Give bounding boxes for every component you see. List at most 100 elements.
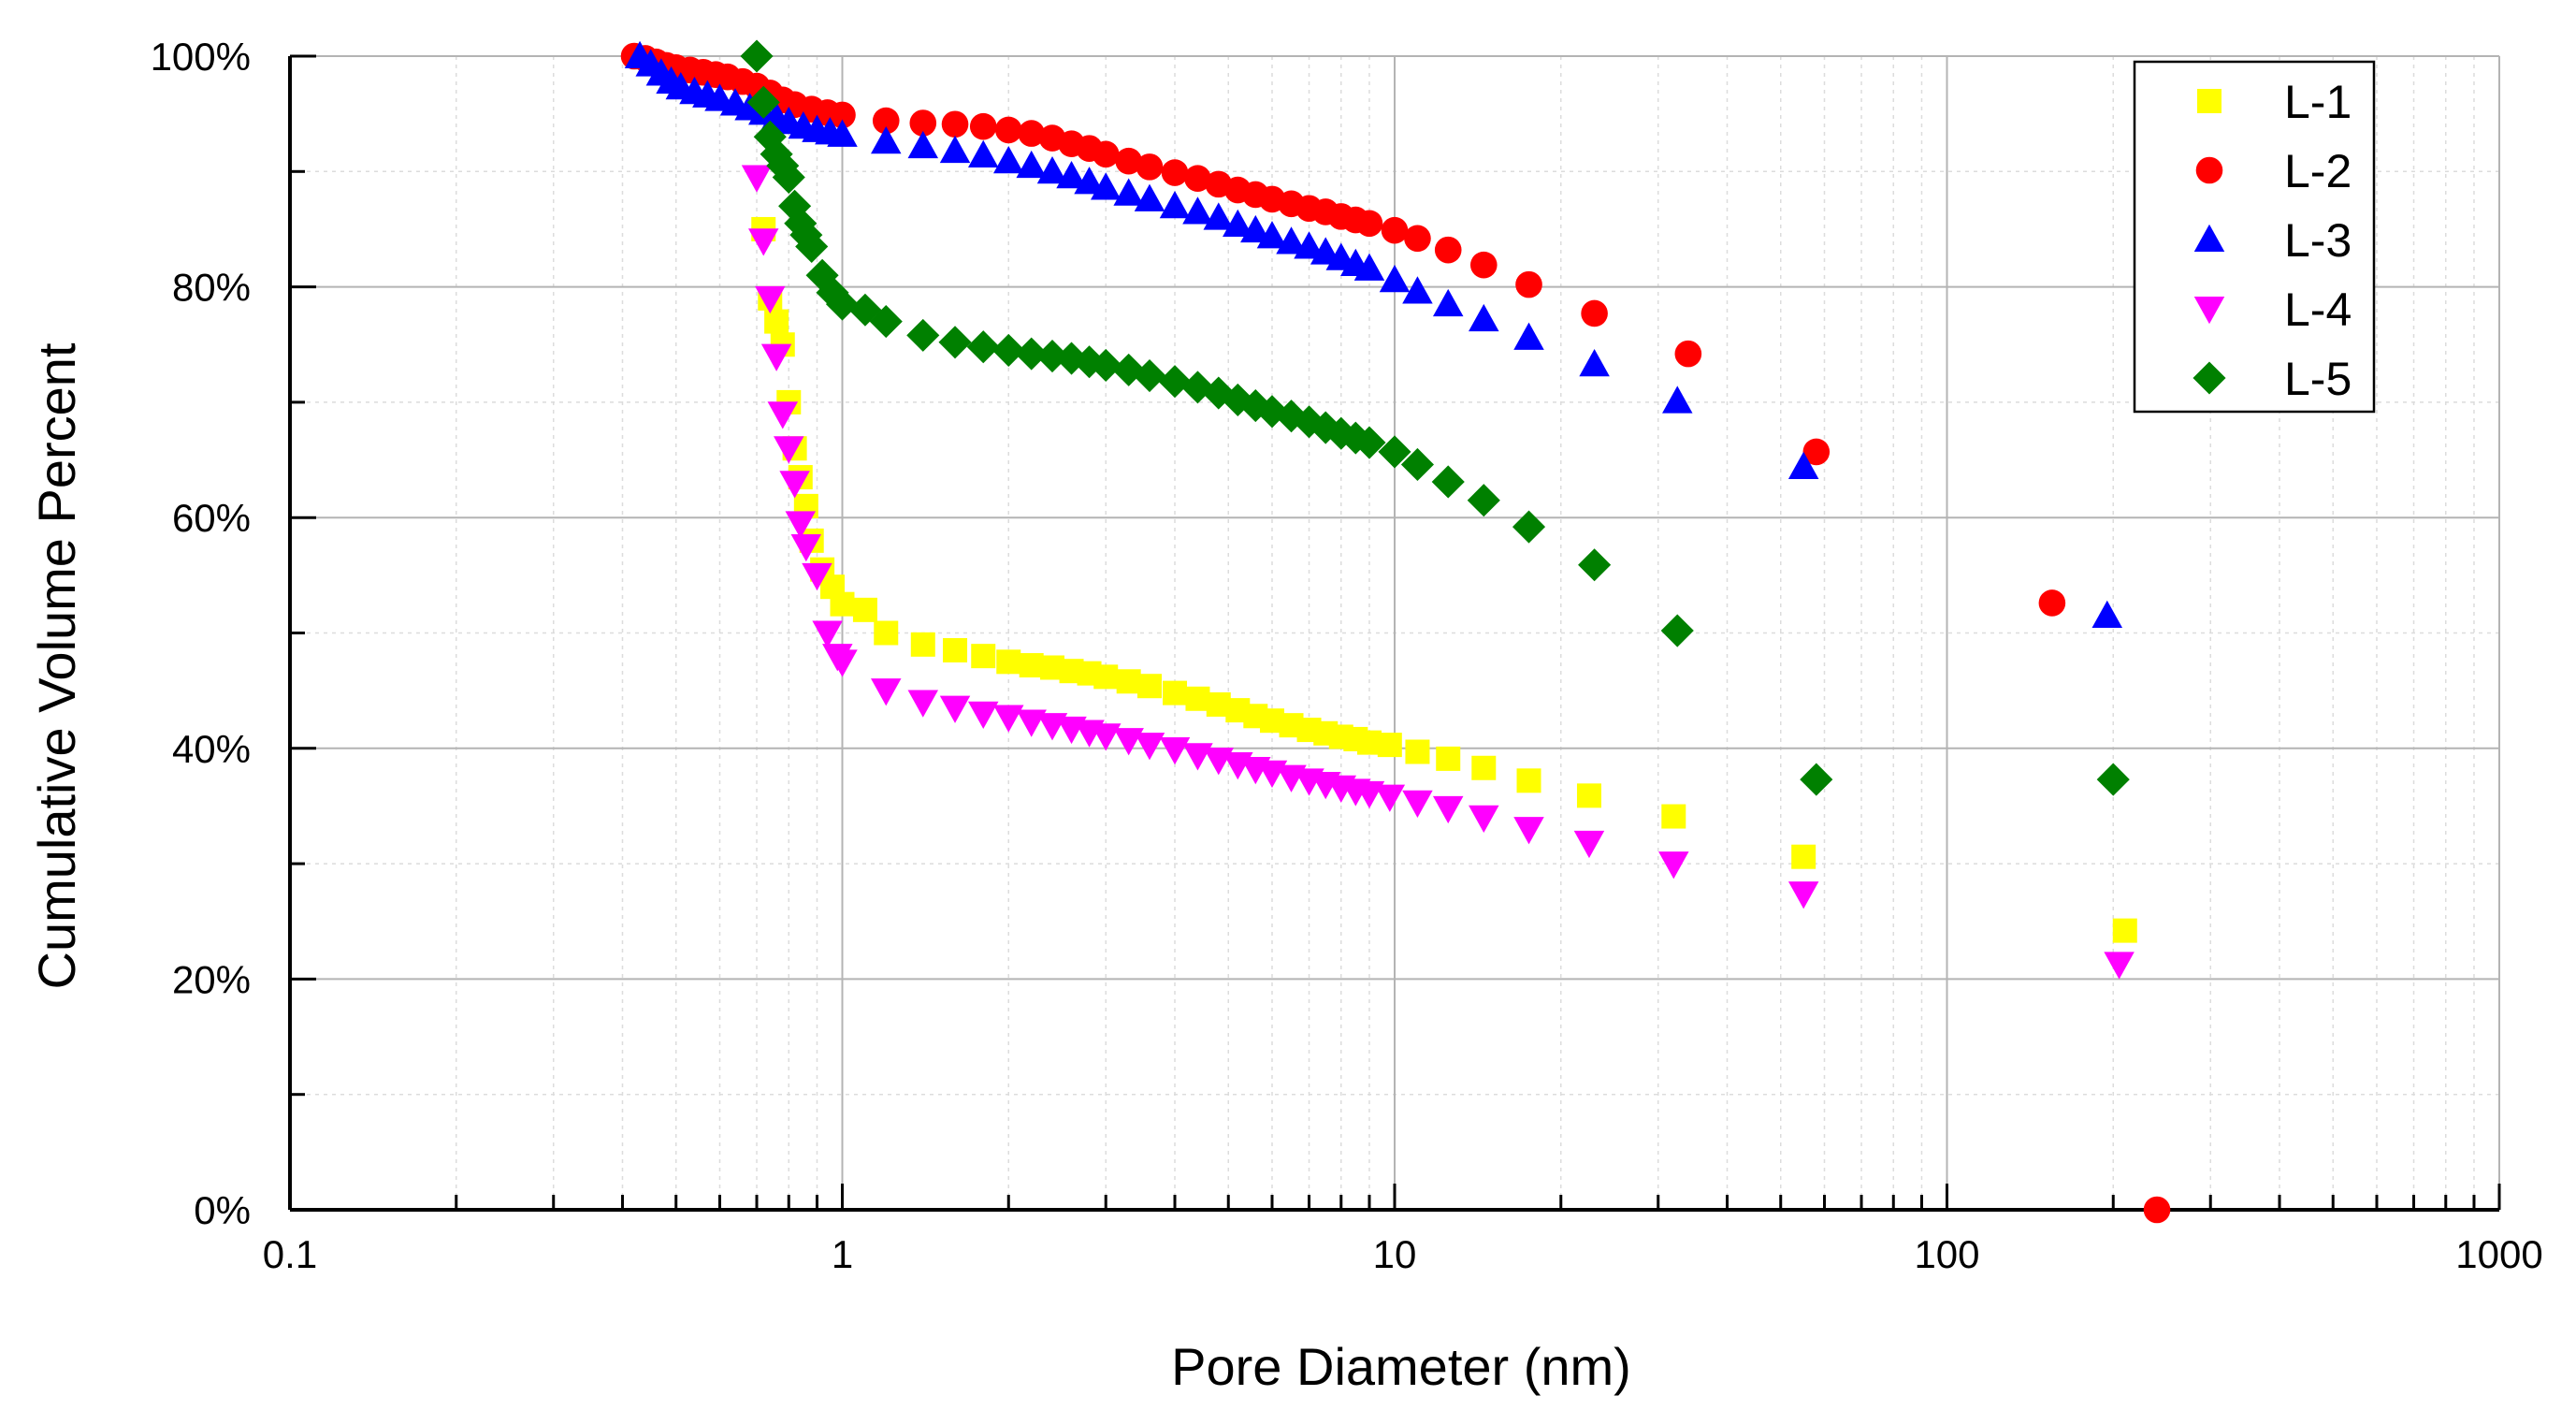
- data-point-l-3: [1579, 348, 1610, 377]
- series-l-5: [740, 39, 2130, 796]
- data-point-l-1: [1377, 733, 1402, 758]
- data-point-l-2: [829, 101, 856, 129]
- data-point-l-3: [1787, 451, 1819, 479]
- y-tick-label: 60%: [172, 496, 251, 540]
- data-point-l-3: [1432, 288, 1464, 317]
- legend-label-l-3: L-3: [2284, 214, 2352, 267]
- x-axis-title: Pore Diameter (nm): [1171, 1337, 1631, 1396]
- data-point-l-5: [1158, 365, 1192, 399]
- data-marks: [620, 39, 2171, 1224]
- legend-box: [2133, 60, 2376, 414]
- data-point-l-1: [852, 597, 877, 622]
- x-tick-label: 0.1: [263, 1232, 317, 1276]
- data-point-l-2: [1581, 299, 1608, 327]
- data-point-l-4: [871, 678, 902, 706]
- x-tick-label: 1000: [2455, 1232, 2542, 1276]
- data-point-l-5: [1660, 614, 1694, 647]
- data-point-l-3: [1090, 172, 1122, 200]
- y-tick-label: 20%: [172, 957, 251, 1001]
- data-point-l-3: [1074, 167, 1105, 195]
- data-point-l-2: [1092, 140, 1120, 168]
- data-point-l-5: [1015, 337, 1049, 371]
- data-point-l-5: [1292, 405, 1326, 439]
- data-point-l-2: [1161, 159, 1189, 186]
- data-point-l-3: [1159, 191, 1191, 219]
- data-point-l-1: [764, 309, 789, 334]
- data-point-l-4: [827, 649, 858, 677]
- data-point-l-2: [941, 110, 969, 138]
- data-point-l-5: [1467, 484, 1500, 517]
- data-point-l-4: [1573, 830, 1605, 859]
- data-point-l-5: [1089, 348, 1122, 382]
- data-point-l-1: [1356, 730, 1382, 755]
- data-point-l-2: [872, 107, 900, 135]
- data-point-l-3: [1113, 178, 1144, 206]
- data-point-l-1: [1791, 844, 1816, 869]
- data-point-l-4: [1374, 784, 1406, 812]
- data-point-l-1: [1576, 783, 1601, 808]
- data-point-l-3: [993, 145, 1024, 174]
- data-point-l-3: [1402, 276, 1433, 304]
- x-tick-label: 1: [832, 1232, 853, 1276]
- legend-marker-l-5: [2192, 361, 2226, 395]
- data-point-l-2: [2143, 1196, 2171, 1224]
- data-point-l-5: [772, 160, 805, 195]
- x-tick-label: 100: [1914, 1232, 1979, 1276]
- data-point-l-4: [1432, 795, 1464, 824]
- data-point-l-4: [1182, 743, 1213, 771]
- data-point-l-3: [1353, 253, 1385, 281]
- series-l-1: [751, 216, 2137, 943]
- data-point-l-4: [785, 511, 817, 539]
- data-point-l-1: [1116, 669, 1141, 694]
- data-point-l-2: [1136, 153, 1164, 181]
- data-point-l-4: [748, 228, 779, 256]
- data-point-l-5: [805, 258, 839, 292]
- data-point-l-1: [1185, 686, 1210, 711]
- data-point-l-3: [1223, 209, 1253, 238]
- data-point-l-5: [746, 85, 780, 119]
- data-point-l-4: [802, 562, 832, 591]
- data-point-l-4: [779, 471, 810, 499]
- data-point-l-3: [2091, 600, 2123, 629]
- data-point-l-2: [2038, 589, 2066, 617]
- data-point-l-2: [909, 109, 937, 137]
- data-point-l-4: [907, 690, 939, 718]
- data-point-l-4: [993, 705, 1024, 733]
- data-point-l-1: [1136, 674, 1162, 699]
- legend-marker-l-2: [2195, 156, 2223, 184]
- data-point-l-5: [869, 305, 903, 339]
- data-point-l-4: [939, 695, 971, 723]
- data-point-l-2: [1802, 438, 1831, 466]
- data-point-l-2: [1184, 165, 1211, 192]
- data-point-l-2: [969, 112, 997, 140]
- data-point-l-4: [1469, 805, 1499, 834]
- data-point-l-4: [1787, 881, 1819, 909]
- data-point-l-5: [1054, 342, 1089, 375]
- data-point-l-3: [1469, 303, 1499, 332]
- data-point-l-3: [939, 135, 971, 164]
- data-point-l-5: [1431, 465, 1465, 499]
- data-point-l-1: [1471, 755, 1497, 780]
- data-point-l-1: [1019, 653, 1044, 678]
- y-tick-label: 40%: [172, 727, 251, 771]
- data-point-l-1: [943, 637, 968, 662]
- data-point-l-1: [1093, 664, 1119, 690]
- data-point-l-3: [1134, 183, 1165, 211]
- data-point-l-3: [1182, 196, 1213, 225]
- data-point-l-2: [1018, 120, 1046, 147]
- data-point-l-1: [830, 591, 855, 617]
- data-point-l-2: [1434, 236, 1462, 264]
- data-point-l-1: [2112, 918, 2137, 943]
- data-point-l-4: [755, 285, 786, 314]
- data-point-l-3: [1056, 160, 1087, 189]
- legend-marker-l-3: [2193, 224, 2225, 252]
- data-point-l-2: [1115, 147, 1142, 175]
- data-point-l-3: [1662, 385, 1693, 414]
- data-point-l-5: [1578, 548, 1612, 582]
- data-point-l-5: [1400, 447, 1434, 482]
- data-point-l-4: [1134, 733, 1165, 761]
- data-point-l-5: [1221, 383, 1254, 416]
- data-point-l-1: [1436, 746, 1461, 771]
- data-point-l-5: [991, 333, 1025, 367]
